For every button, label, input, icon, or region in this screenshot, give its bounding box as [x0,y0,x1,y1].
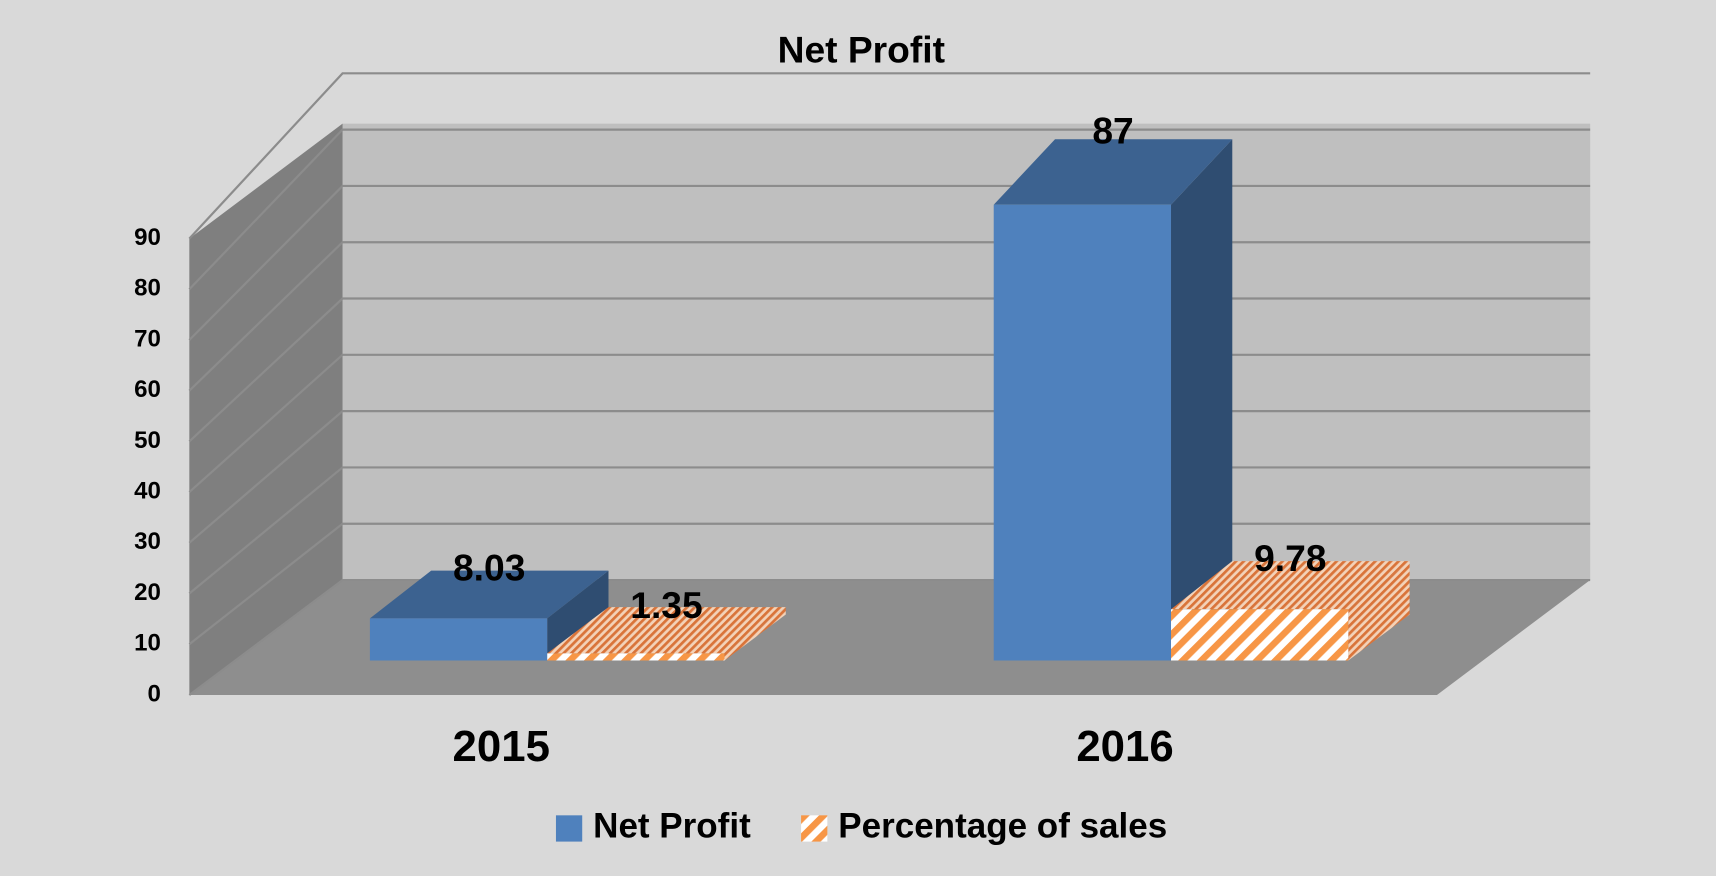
bar-top [993,139,1233,205]
bar-top [369,570,609,619]
y-tick-label: 30 [134,528,161,555]
legend-label: Net Profit [593,807,751,846]
bar-front [1171,609,1349,661]
bar-top [1171,561,1410,610]
bar-front [993,204,1172,661]
y-tick-label: 70 [134,325,161,352]
legend-swatch [555,815,583,842]
bar-front [369,618,548,661]
data-label: 8.03 [453,547,525,589]
data-label: 87 [1092,110,1133,152]
y-tick-label: 0 [147,680,160,707]
bar-side [724,607,786,661]
bar-side [547,570,609,661]
y-tick-label: 40 [134,477,161,504]
bar [547,607,786,661]
y-tick-label: 50 [134,427,161,454]
side-wall [189,123,343,695]
y-tick-label: 90 [134,224,161,251]
y-tick-label: 20 [134,579,161,606]
bar [993,139,1233,661]
y-tick-label: 10 [134,630,161,657]
legend-label: Percentage of sales [838,807,1167,846]
x-tick-label: 2016 [1076,722,1173,771]
grid-line [188,128,1591,291]
grid-line [188,72,1591,240]
bar [1171,561,1410,661]
data-label: 1.35 [630,584,702,626]
legend-swatch [801,815,828,842]
back-wall [342,123,1591,581]
x-tick-label: 2015 [453,722,550,771]
bar-side [1171,139,1233,661]
data-label: 9.78 [1254,537,1326,579]
chart-title: Net Profit [778,28,945,70]
y-tick-label: 80 [134,275,161,302]
bar-side [1348,561,1410,661]
y-tick-label: 60 [134,376,161,403]
bar-front [547,653,725,661]
bar-top [547,607,786,654]
bar [369,570,609,661]
